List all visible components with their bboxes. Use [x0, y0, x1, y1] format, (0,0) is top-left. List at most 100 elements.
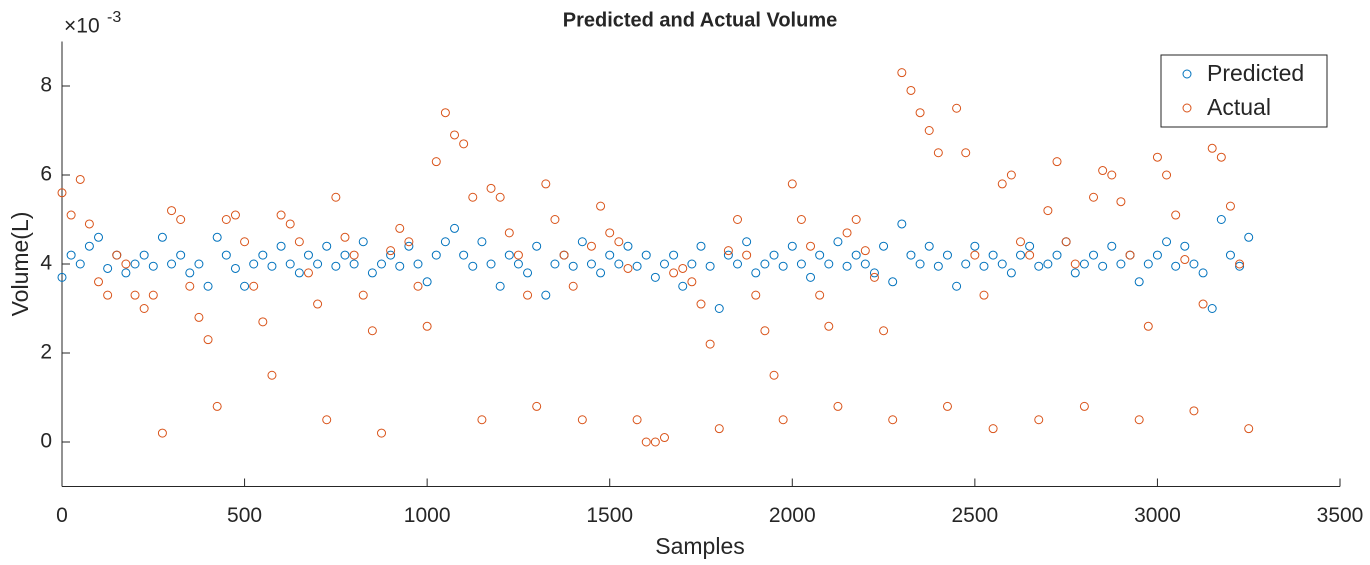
point [614, 259, 624, 269]
point [1171, 261, 1181, 271]
point [322, 415, 332, 425]
point [568, 261, 578, 271]
point [413, 281, 423, 291]
point [523, 268, 533, 278]
point [221, 250, 231, 260]
point [769, 370, 779, 380]
point [632, 261, 642, 271]
point [94, 277, 104, 287]
point [121, 268, 131, 278]
point [57, 188, 67, 198]
point [395, 261, 405, 271]
point [422, 321, 432, 331]
legend-marker [1182, 103, 1192, 113]
point [669, 268, 679, 278]
point [386, 250, 396, 260]
point [733, 259, 743, 269]
point [440, 108, 450, 118]
point [1125, 250, 1135, 260]
point [833, 401, 843, 411]
point [75, 259, 85, 269]
point [203, 335, 213, 345]
point [824, 321, 834, 331]
point [1134, 277, 1144, 287]
point [888, 277, 898, 287]
point [997, 259, 1007, 269]
point [742, 250, 752, 260]
point [367, 268, 377, 278]
point [440, 237, 450, 247]
x-tick-label: 3500 [1317, 504, 1364, 527]
point [157, 232, 167, 242]
point [468, 261, 478, 271]
point [185, 268, 195, 278]
point [1043, 206, 1053, 216]
point [806, 241, 816, 251]
point [970, 250, 980, 260]
point [824, 259, 834, 269]
point [760, 326, 770, 336]
point [477, 237, 487, 247]
point [212, 232, 222, 242]
point [194, 312, 204, 322]
point [906, 85, 916, 95]
point [194, 259, 204, 269]
point [568, 281, 578, 291]
point [276, 241, 286, 251]
point [897, 68, 907, 78]
point [1134, 415, 1144, 425]
point [1079, 401, 1089, 411]
point [1025, 250, 1035, 260]
point [459, 250, 469, 260]
point [513, 250, 523, 260]
point [212, 401, 222, 411]
point [842, 261, 852, 271]
point [1016, 250, 1025, 260]
point [75, 174, 85, 184]
point [139, 304, 149, 313]
point [933, 261, 943, 271]
point [1143, 259, 1153, 269]
point [778, 261, 788, 271]
point [1116, 259, 1126, 269]
point [294, 237, 304, 247]
point [1235, 259, 1245, 269]
point [313, 299, 323, 309]
point [249, 281, 259, 291]
x-tick-label: 1000 [404, 504, 451, 527]
point [1089, 192, 1099, 202]
point [933, 148, 943, 158]
point [1143, 321, 1153, 331]
point [723, 246, 733, 256]
point [924, 241, 934, 251]
point [395, 223, 405, 233]
point [696, 299, 706, 309]
point [349, 259, 359, 269]
point [879, 326, 889, 336]
point [486, 259, 496, 269]
point [614, 237, 624, 247]
point [596, 268, 606, 278]
point [1162, 170, 1172, 180]
point [358, 237, 368, 247]
point [285, 219, 295, 229]
point [851, 215, 861, 224]
point [678, 263, 688, 273]
point [313, 259, 323, 269]
point [176, 250, 186, 260]
point [650, 272, 660, 282]
point [1098, 166, 1108, 176]
point [669, 250, 679, 260]
point [1216, 215, 1226, 224]
point [240, 237, 250, 247]
point [1006, 268, 1016, 278]
y-tick-label: 8 [40, 74, 52, 97]
point [523, 290, 533, 300]
point [879, 241, 889, 251]
point [605, 228, 615, 238]
point [94, 232, 104, 242]
point [678, 281, 688, 291]
legend-label: Predicted [1207, 60, 1304, 86]
point [1152, 250, 1162, 260]
point [267, 261, 277, 271]
